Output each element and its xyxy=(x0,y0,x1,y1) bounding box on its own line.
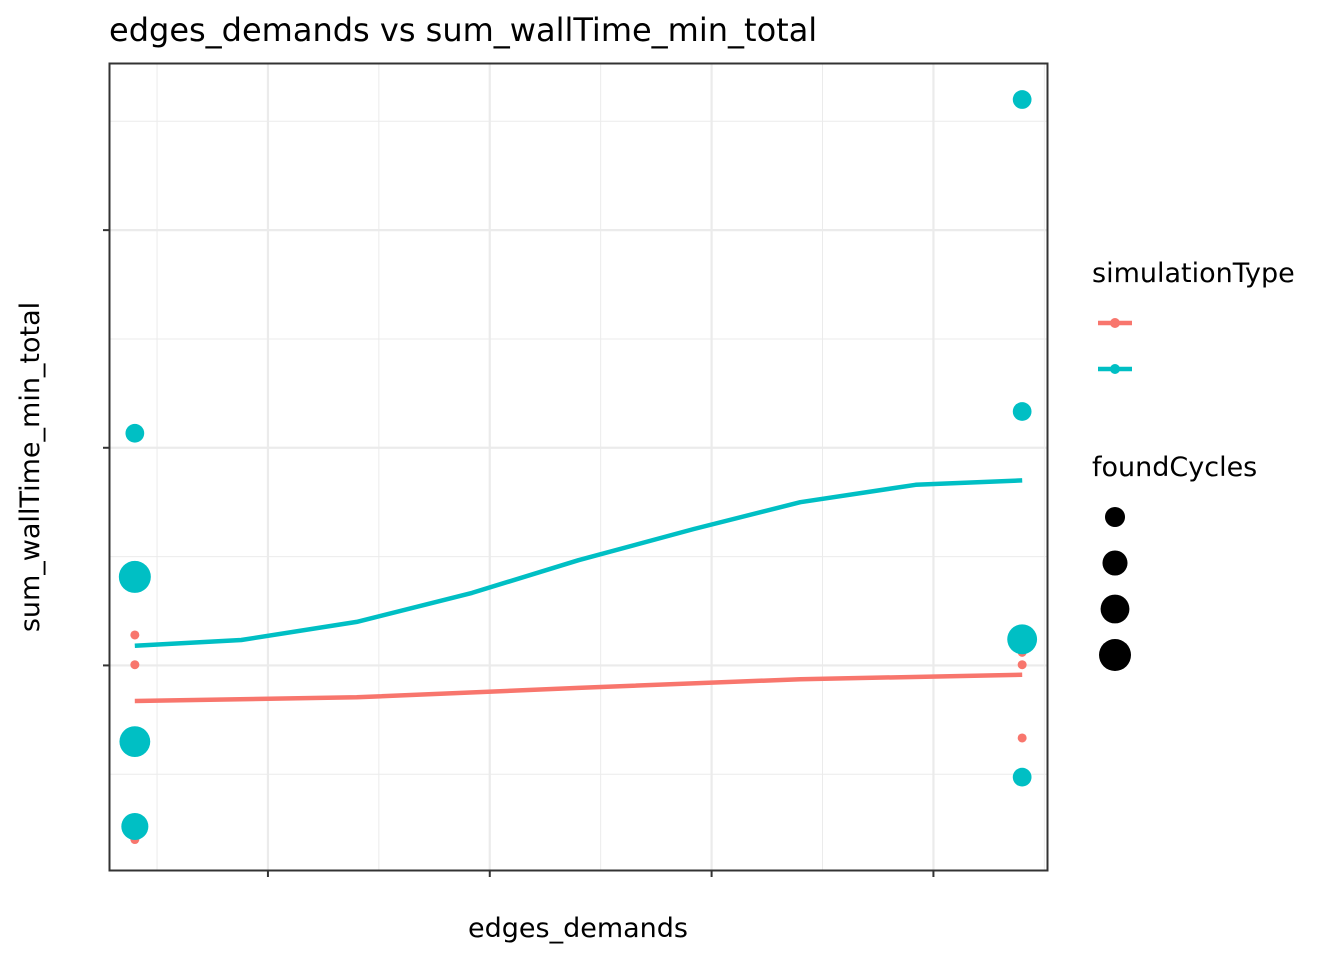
trend-line-centralized xyxy=(134,672,1023,704)
data-point-decentralized xyxy=(125,423,145,443)
color-legend: simulationType xyxy=(1092,258,1295,374)
chart-title: edges_demands vs sum_wallTime_min_total xyxy=(109,11,817,49)
data-point-decentralized xyxy=(1012,402,1032,421)
data-point-decentralized xyxy=(1007,624,1038,655)
plot-background xyxy=(109,63,1048,871)
data-point-decentralized xyxy=(119,726,151,757)
data-point-centralized xyxy=(1017,660,1027,670)
data-point-decentralized xyxy=(1012,767,1032,787)
size-legend-title: foundCycles xyxy=(1092,452,1257,483)
x-axis xyxy=(266,870,935,877)
data-point-decentralized xyxy=(118,560,151,593)
data-point-centralized xyxy=(130,660,140,670)
size-legend-key xyxy=(1100,594,1130,624)
legend-key-point xyxy=(1110,318,1120,328)
data-points xyxy=(118,90,1038,845)
y-axis xyxy=(103,229,110,667)
size-legend-key xyxy=(1104,506,1126,528)
y-axis-title: sum_wallTime_min_total xyxy=(15,302,46,632)
data-point-decentralized xyxy=(121,812,149,840)
legend-key-point xyxy=(1110,364,1120,374)
data-point-centralized xyxy=(1017,733,1027,743)
size-legend-key xyxy=(1099,639,1131,671)
data-point-decentralized xyxy=(1012,90,1032,109)
size-legend-key xyxy=(1102,550,1128,576)
color-legend-title: simulationType xyxy=(1092,258,1295,289)
x-axis-title: edges_demands xyxy=(468,913,688,944)
trend-line-decentralized xyxy=(134,478,1023,649)
trend-lines xyxy=(134,478,1023,704)
data-point-centralized xyxy=(130,630,140,640)
plot-border xyxy=(108,62,1049,872)
grid xyxy=(110,64,1047,870)
size-legend: foundCycles xyxy=(1092,452,1257,671)
